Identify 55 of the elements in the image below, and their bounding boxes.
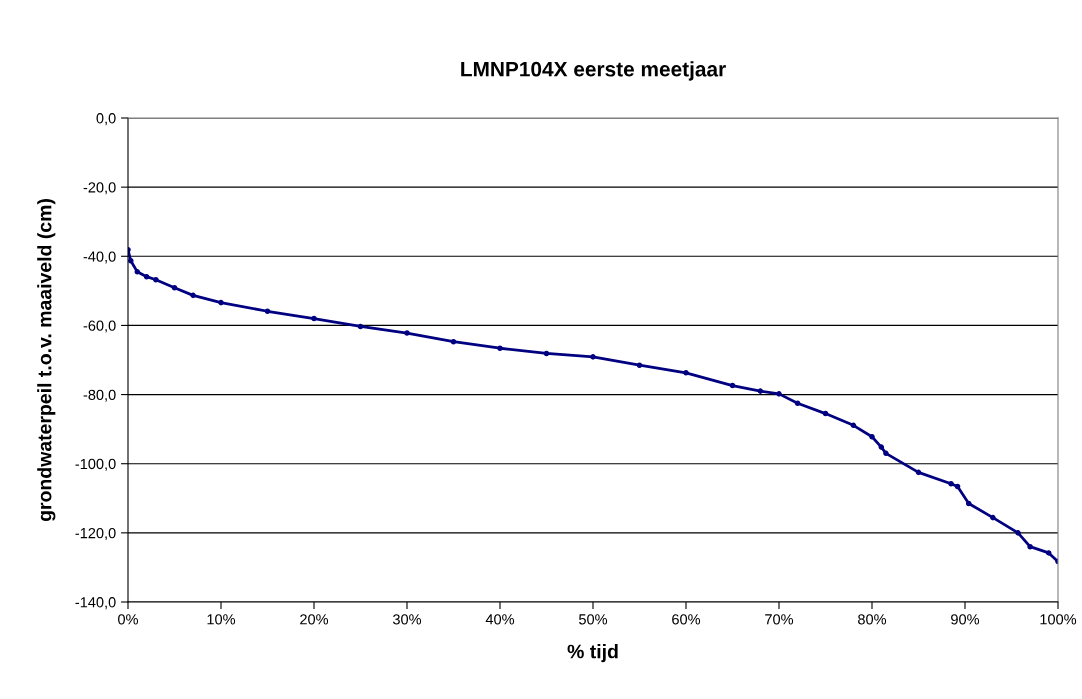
point	[794, 400, 801, 406]
point	[543, 350, 550, 357]
x-tick-label: 40%	[485, 614, 515, 625]
x-tick-label: 0%	[118, 614, 139, 625]
y-tick-label: -120,0	[75, 527, 116, 541]
point	[264, 308, 271, 315]
point	[497, 345, 503, 352]
point	[954, 483, 961, 490]
x-tick-label: 100%	[1040, 614, 1077, 625]
x-tick-label: 20%	[300, 614, 329, 625]
point	[1045, 550, 1052, 556]
y-tick-label: -60,0	[83, 320, 116, 333]
point	[822, 410, 829, 417]
x-axis-title: % tijd	[567, 644, 618, 663]
y-tick-label: -140,0	[75, 597, 116, 610]
point	[869, 433, 875, 440]
point	[636, 362, 643, 368]
x-tick-label: 90%	[951, 614, 980, 625]
x-tick-label: 30%	[392, 614, 422, 625]
point	[311, 315, 317, 322]
point	[990, 514, 996, 521]
x-tick-label: 50%	[578, 614, 608, 625]
point	[218, 299, 224, 306]
point	[171, 284, 178, 291]
x-tick-label: 80%	[858, 614, 887, 625]
point	[190, 292, 196, 299]
y-axis-title: grondwaterpeil t.o.v. maaiveld (cm)	[37, 199, 56, 522]
point	[450, 338, 457, 345]
point	[1027, 543, 1033, 550]
x-tick-label: 70%	[765, 614, 794, 625]
point	[883, 450, 889, 457]
y-tick-label: -100,0	[75, 458, 116, 471]
point	[404, 330, 410, 336]
point	[948, 480, 954, 487]
point	[683, 370, 689, 376]
point	[134, 269, 141, 275]
x-tick-label: 10%	[207, 614, 236, 625]
point	[357, 323, 364, 330]
point	[776, 391, 782, 397]
point	[965, 500, 972, 507]
point	[757, 388, 764, 394]
point	[729, 382, 736, 389]
y-tick-label: 0,0	[96, 113, 116, 126]
point	[1015, 530, 1021, 536]
point	[153, 277, 159, 283]
point	[915, 469, 922, 476]
chart-title: LMNP104X eerste meetjaar	[461, 61, 726, 81]
point	[850, 422, 857, 429]
x-tick-label: 60%	[672, 614, 701, 625]
point	[878, 444, 885, 450]
y-tick-label: -40,0	[83, 251, 116, 264]
point	[143, 273, 150, 280]
point	[590, 354, 596, 360]
y-tick-label: -80,0	[83, 389, 116, 402]
y-tick-label: -20,0	[83, 182, 116, 195]
